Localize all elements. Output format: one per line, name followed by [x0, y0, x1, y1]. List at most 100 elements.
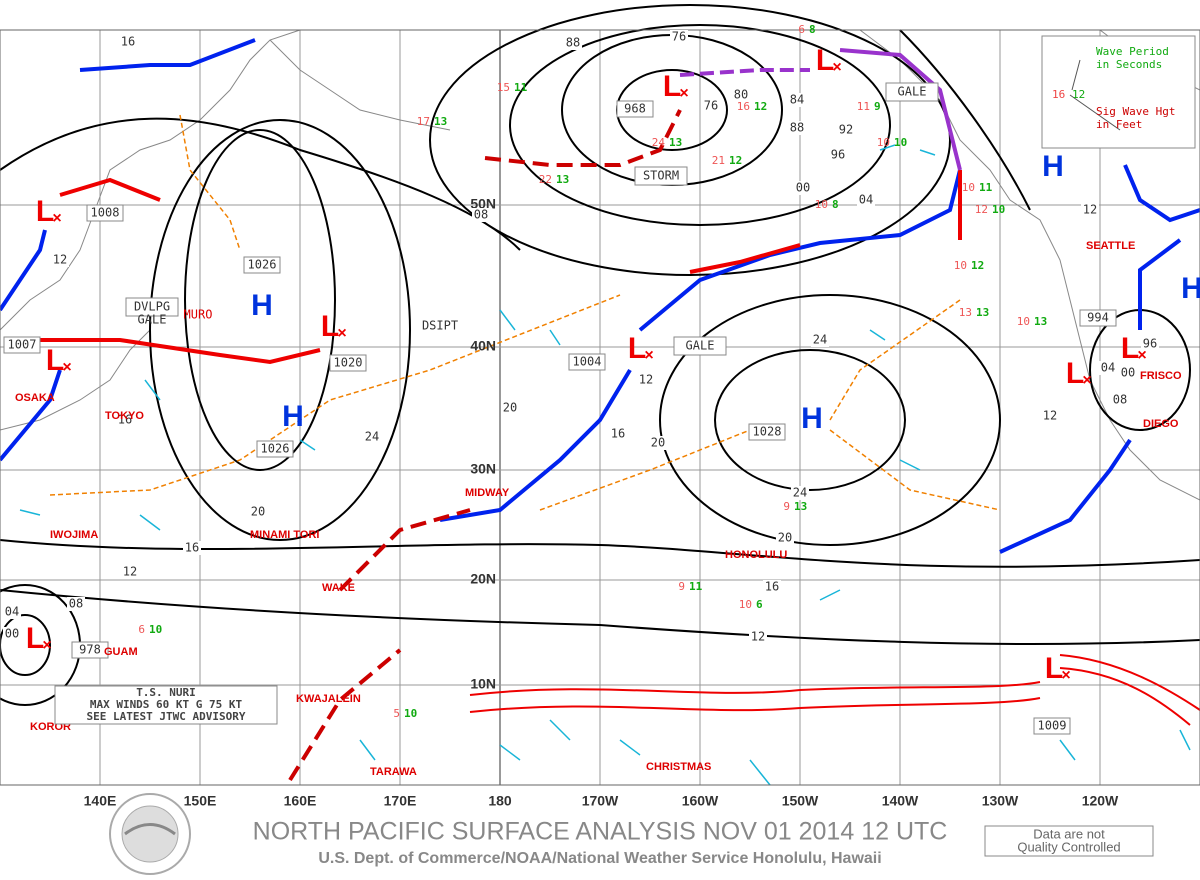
- wave-height: 10: [954, 259, 967, 272]
- pressure-box: [616, 100, 654, 118]
- place-name: GUAM: [104, 646, 138, 658]
- isobar-label-bg: [776, 531, 794, 545]
- isobar-label-bg: [51, 253, 69, 267]
- warning-label: STORM: [643, 169, 679, 183]
- isobar-label-bg: [3, 627, 21, 641]
- isobar-label-bg: [116, 413, 134, 427]
- isobar-label-bg: [763, 580, 781, 594]
- isobar-label-bg: [3, 605, 21, 619]
- isobar-label-bg: [1119, 366, 1137, 380]
- isobar-label: 88: [790, 121, 804, 135]
- isobar-label-bg: [637, 373, 655, 387]
- low-x: ×: [52, 210, 61, 227]
- place-name: MINAMI TORI: [250, 529, 319, 541]
- wave-height: 9: [678, 580, 685, 593]
- pressure-box: [71, 641, 109, 659]
- isobar-label: 04: [859, 193, 873, 207]
- disclaimer: Data are not: [1033, 826, 1105, 841]
- isobar-label-bg: [472, 208, 490, 222]
- wave-height: 16: [737, 100, 750, 113]
- warning-label: GALE: [686, 339, 715, 353]
- place-name: HONOLULU: [725, 549, 787, 561]
- isobar-label-bg: [788, 93, 806, 107]
- low-x: ×: [337, 325, 346, 342]
- troughs: [49, 114, 1001, 511]
- wave-height: 10: [739, 598, 752, 611]
- warning-box: [125, 297, 179, 317]
- isobar-label-bg: [670, 30, 688, 44]
- wave-height: 12: [975, 203, 988, 216]
- warning-box: [885, 82, 939, 102]
- longitude-label: 120W: [1082, 793, 1119, 809]
- warning-box: [634, 166, 688, 186]
- low-center: L: [1045, 652, 1063, 685]
- central-pressure: 1028: [753, 425, 782, 439]
- legend-pointers: [1069, 59, 1121, 131]
- high-center: H: [1181, 272, 1200, 305]
- pressure-box: [1033, 717, 1071, 735]
- central-pressure: 1004: [573, 355, 602, 369]
- pressure-box: [568, 353, 606, 371]
- isobar-label: 08: [1113, 393, 1127, 407]
- wave-period: 13: [1034, 315, 1047, 328]
- high-center: H: [1042, 150, 1064, 183]
- wave-period: 6: [756, 598, 763, 611]
- isobar-label-bg: [837, 123, 855, 137]
- wave-period: 13: [556, 173, 569, 186]
- legend-period-label: in Seconds: [1096, 58, 1162, 71]
- isobar-label-bg: [1111, 393, 1129, 407]
- isobar-label: 20: [651, 436, 665, 450]
- place-name: DIEGO: [1143, 418, 1179, 430]
- latitude-label: 30N: [470, 461, 496, 477]
- isobar-label: 20: [251, 505, 265, 519]
- wave-period: 9: [874, 100, 881, 113]
- storm-advisory: SEE LATEST JTWC ADVISORY: [87, 710, 246, 723]
- isobar-label-bg: [249, 505, 267, 519]
- warning-label: DSIPT: [422, 319, 458, 333]
- isobar-label-bg: [1041, 409, 1059, 423]
- low-center: L: [1066, 357, 1084, 390]
- isobar-label-bg: [501, 401, 519, 415]
- fronts: [0, 38, 1200, 782]
- map-title: NORTH PACIFIC SURFACE ANALYSIS NOV 01 20…: [253, 818, 948, 846]
- isobar-label-bg: [564, 36, 582, 50]
- wave-period: 11: [514, 81, 528, 94]
- central-pressure: 1026: [261, 442, 290, 456]
- isobar-label-bg: [1141, 337, 1159, 351]
- isobar-label: 88: [566, 36, 580, 50]
- place-name: TARAWA: [370, 766, 417, 778]
- isobar-label-bg: [183, 541, 201, 555]
- latitude-label: 50N: [470, 196, 496, 212]
- place-name: TOKYO: [105, 410, 144, 422]
- wave-period: 12: [729, 154, 742, 167]
- wave-height: 6: [138, 623, 145, 636]
- longitude-label: 150E: [184, 793, 217, 809]
- isobar-label: 16: [765, 580, 779, 594]
- longitude-label: 160E: [284, 793, 317, 809]
- place-name: IWOJIMA: [50, 529, 98, 541]
- isobar-label: 24: [813, 333, 827, 347]
- isobar-label: 24: [365, 430, 379, 444]
- central-pressure: 1008: [91, 206, 120, 220]
- low-center: L: [1121, 332, 1139, 365]
- low-x: ×: [62, 359, 71, 376]
- low-x: ×: [1061, 667, 1070, 684]
- longitude-label: 160W: [682, 793, 719, 809]
- isobar-label-bg: [609, 427, 627, 441]
- isobar-label-bg: [788, 121, 806, 135]
- warning-label: GALE: [138, 313, 167, 327]
- central-pressure: 978: [79, 643, 101, 657]
- storm-advisory: T.S. NURI: [136, 686, 196, 699]
- high-center: H: [801, 402, 823, 435]
- wave-height: 21: [712, 154, 725, 167]
- central-pressure: 1020: [334, 356, 363, 370]
- low-x: ×: [644, 347, 653, 364]
- central-pressure: 994: [1087, 311, 1109, 325]
- noaa-logo: [109, 793, 191, 875]
- longitude-label: 140E: [84, 793, 117, 809]
- isobar-label: 12: [53, 253, 67, 267]
- legend-height-label: Sig Wave Hgt: [1096, 105, 1175, 118]
- isobar-label: 12: [1083, 203, 1097, 217]
- wave-height: 11: [857, 100, 870, 113]
